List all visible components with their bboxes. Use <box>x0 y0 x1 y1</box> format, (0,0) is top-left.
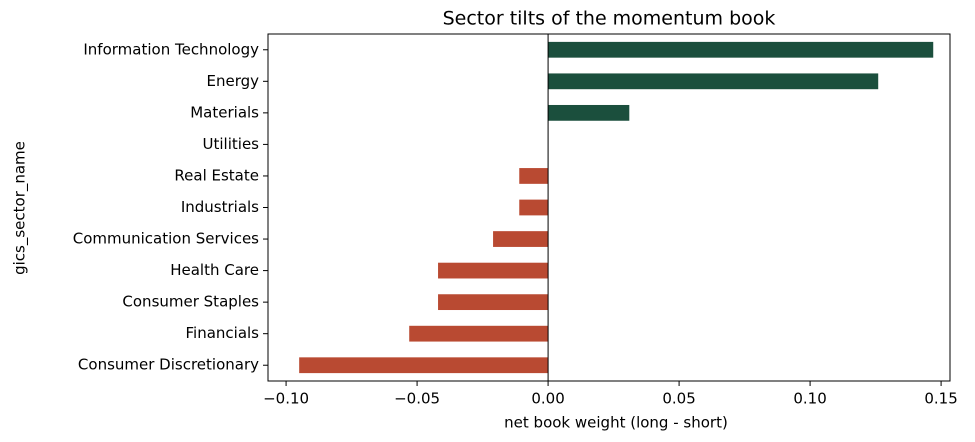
x-tick-label: −0.05 <box>394 390 440 408</box>
y-axis-label: gics_sector_name <box>11 141 30 275</box>
bar <box>493 231 549 247</box>
bar <box>299 357 549 374</box>
y-tick-label: Industrials <box>181 198 259 216</box>
x-tick-label: 0.10 <box>793 390 826 408</box>
bar <box>548 104 630 121</box>
y-tick-label: Consumer Staples <box>122 293 259 311</box>
bar <box>519 199 549 216</box>
x-tick-label: 0.15 <box>924 390 957 408</box>
chart-title: Sector tilts of the momentum book <box>443 8 776 30</box>
y-tick-label: Communication Services <box>73 230 259 248</box>
y-tick-label: Energy <box>206 72 259 90</box>
y-tick-label: Information Technology <box>83 40 259 58</box>
x-axis-label: net book weight (long - short) <box>504 414 728 432</box>
y-tick-label: Consumer Discretionary <box>78 356 259 374</box>
y-tick-label: Financials <box>186 324 260 342</box>
bar <box>438 294 549 311</box>
bar <box>548 41 934 58</box>
bar <box>548 73 879 90</box>
x-tick-label: 0.05 <box>662 390 695 408</box>
y-tick-label: Materials <box>190 103 259 121</box>
bar <box>519 168 549 184</box>
bar <box>438 262 549 279</box>
y-tick-label: Health Care <box>170 261 259 279</box>
y-tick-label: Real Estate <box>174 166 259 184</box>
x-tick-label: 0.00 <box>531 390 564 408</box>
plot-frame <box>267 33 951 382</box>
x-tick-label: −0.10 <box>263 390 309 408</box>
y-tick-label: Utilities <box>203 135 260 153</box>
bar <box>409 325 549 342</box>
